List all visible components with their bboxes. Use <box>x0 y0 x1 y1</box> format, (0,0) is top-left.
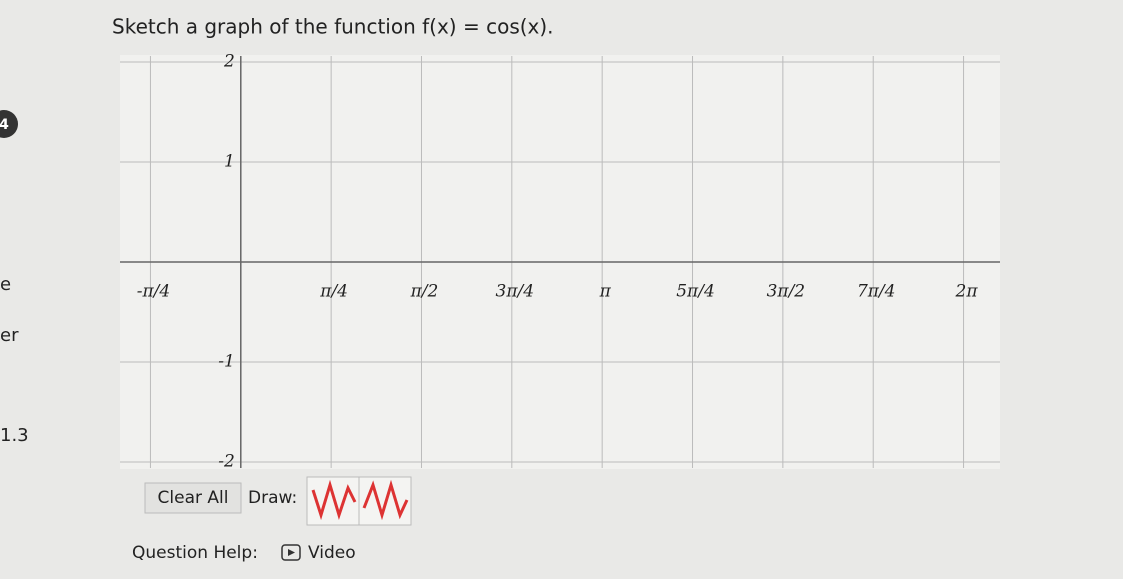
sidebar-item: 1.3 <box>0 425 29 446</box>
x-tick-label: 5π/4 <box>676 282 715 302</box>
y-tick-label: -2 <box>218 452 235 472</box>
x-tick-label: -π/4 <box>137 282 170 302</box>
clear-button[interactable] <box>144 482 242 514</box>
x-tick-label: 7π/4 <box>857 282 896 302</box>
badge-text: 4 <box>0 117 9 133</box>
x-tick-label: 2π <box>955 282 979 302</box>
video-icon-play <box>288 549 295 556</box>
tool-icon <box>362 479 409 521</box>
help-label: Question Help: <box>132 543 258 563</box>
y-tick-label: -1 <box>218 352 235 372</box>
draw-label: Draw: <box>248 488 297 508</box>
grid: -π/4 π/4 π/2 3π/4 π 5π/4 3π/2 7π/4 2π 2 1 -1 -2 <box>120 52 1000 472</box>
video-icon <box>281 544 301 561</box>
clear-label: Clear All <box>158 488 229 508</box>
x-tick-label: π <box>599 282 612 302</box>
sidebar-item: e <box>0 274 11 295</box>
x-tick-label: π/4 <box>319 282 348 302</box>
y-tick-label: 1 <box>224 152 235 172</box>
x-tick-label: 3π/2 <box>767 282 806 302</box>
draw-tool-cos[interactable] <box>306 476 360 526</box>
x-tick-label: 3π/4 <box>496 282 535 302</box>
y-tick-label: 2 <box>223 52 235 72</box>
video-link[interactable]: Video <box>308 543 356 563</box>
badge <box>0 110 18 138</box>
tool-icon <box>311 479 357 521</box>
sidebar-item: er <box>0 325 19 346</box>
x-tick-label: π/2 <box>410 282 439 302</box>
question-prompt: Sketch a graph of the function f(x) = co… <box>112 15 554 39</box>
